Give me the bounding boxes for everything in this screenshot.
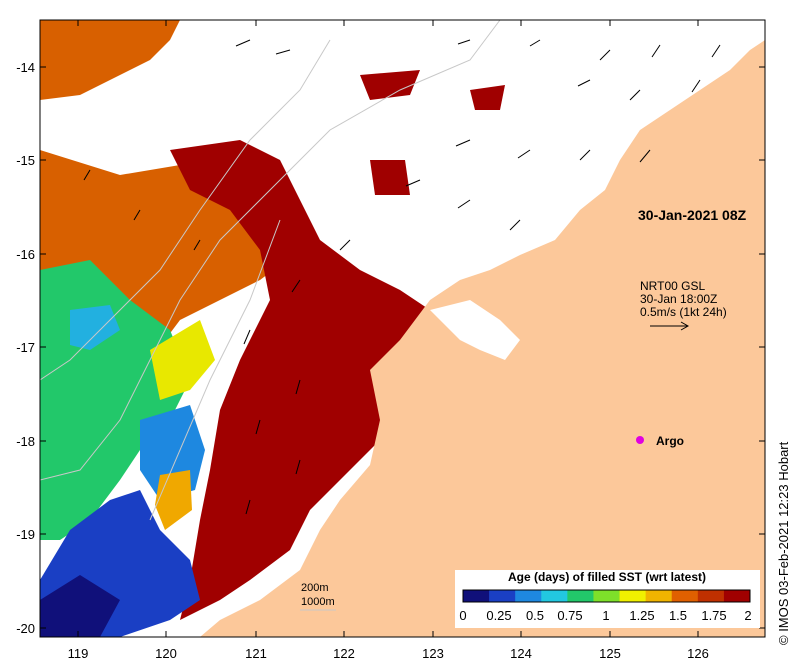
colorbar-swatch <box>463 590 490 602</box>
colorbar-swatch <box>697 590 725 602</box>
x-tick-label: 119 <box>68 646 89 661</box>
y-tick-label: -17 <box>16 340 35 355</box>
x-tick-label: 122 <box>333 646 355 661</box>
colorbar-tick-label: 0.25 <box>486 608 511 623</box>
x-tick-label: 125 <box>599 646 621 661</box>
colorbar-swatch <box>489 590 516 602</box>
x-tick-label: 121 <box>245 646 267 661</box>
y-tick-label: -20 <box>16 621 35 636</box>
x-tick-label: 120 <box>155 646 177 661</box>
colorbar-swatch <box>515 590 542 602</box>
colorbar-swatch <box>723 590 751 602</box>
contour-1000m <box>40 39 331 381</box>
y-tick-label: -16 <box>16 247 35 262</box>
sst-orange-north <box>40 20 180 100</box>
colorbar-swatch <box>593 590 621 602</box>
argo-label: Argo <box>656 434 684 448</box>
colorbar-tick-label: 0 <box>459 608 466 623</box>
bay-inlet <box>430 300 520 360</box>
depth-1000-label: 1000m <box>301 596 335 608</box>
sst-cyan <box>70 305 120 350</box>
colorbar-tick-label: 1.75 <box>701 608 726 623</box>
colorbar: Age (days) of filled SST (wrt latest) 0 … <box>455 570 760 628</box>
colorbar-tick-label: 1.25 <box>629 608 654 623</box>
x-tick-label: 124 <box>510 646 532 661</box>
colorbar-swatch <box>645 590 673 602</box>
y-tick-label: -18 <box>16 434 35 449</box>
depth-200-label: 200m <box>301 582 329 594</box>
y-tick-label: -19 <box>16 527 35 542</box>
sst-navy <box>40 575 120 637</box>
current-time-label: 30-Jan 18:00Z <box>640 292 717 306</box>
scale-arrow <box>650 321 690 331</box>
colorbar-tick-label: 0.5 <box>526 608 544 623</box>
colorbar-title: Age (days) of filled SST (wrt latest) <box>508 570 706 584</box>
credit-label: © IMOS 03-Feb-2021 12:23 Hobart <box>776 441 791 645</box>
colorbar-swatches <box>463 590 751 602</box>
current-vectors <box>83 39 721 515</box>
map-plot-area <box>40 20 765 637</box>
colorbar-swatch <box>567 590 594 602</box>
x-tick-label: 123 <box>422 646 444 661</box>
colorbar-frame <box>462 589 751 603</box>
sst-dark-red-mid <box>370 160 410 195</box>
contour-shelf <box>149 219 281 521</box>
colorbar-tick-label: 2 <box>744 608 751 623</box>
colorbar-tick-label: 1 <box>602 608 609 623</box>
x-tick-marks <box>77 20 699 637</box>
colorbar-tick-label: 0.75 <box>557 608 582 623</box>
current-scale-label: 0.5m/s (1kt 24h) <box>640 305 727 319</box>
current-source-label: NRT00 GSL <box>640 279 705 293</box>
argo-marker <box>636 436 644 444</box>
colorbar-tick-label: 1.5 <box>669 608 687 623</box>
contour-200m <box>40 20 501 481</box>
colorbar-swatch <box>541 590 568 602</box>
sst-dark-red-band <box>170 140 440 620</box>
colorbar-swatch <box>619 590 647 602</box>
sst-amber <box>155 470 192 530</box>
sst-dark-red-island <box>470 85 505 110</box>
colorbar-swatch <box>671 590 699 602</box>
y-tick-label: -15 <box>16 153 35 168</box>
x-tick-label: 126 <box>687 646 709 661</box>
timestamp-label: 30-Jan-2021 08Z <box>638 207 747 223</box>
sst-yellow <box>150 320 215 400</box>
plot-frame <box>39 19 766 638</box>
sst-dark-red-north <box>360 70 420 100</box>
y-tick-label: -14 <box>16 60 35 75</box>
